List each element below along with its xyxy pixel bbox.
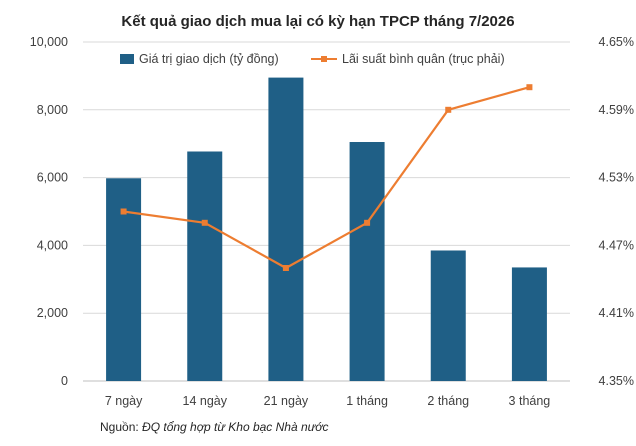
x-tick-label: 3 tháng (509, 394, 551, 408)
y-left-tick-label: 0 (61, 374, 68, 388)
line-point (526, 84, 533, 91)
legend-line-marker (321, 56, 327, 62)
legend-line-label: Lãi suất bình quân (trục phải) (342, 52, 505, 66)
source-note: Nguồn: ĐQ tổng hợp từ Kho bạc Nhà nước (100, 420, 329, 434)
bar-series (106, 77, 547, 381)
chart-title: Kết quả giao dịch mua lại có kỳ hạn TPCP… (121, 13, 514, 30)
x-tick-label: 14 ngày (183, 394, 228, 408)
bar (349, 142, 385, 381)
right-axis: 4.35% 4.41% 4.47% 4.53% 4.59% 4.65% (599, 35, 634, 388)
line-series (120, 84, 533, 271)
y-left-tick-label: 4,000 (37, 238, 68, 252)
legend: Giá trị giao dịch (tỷ đồng) Lãi suất bìn… (120, 52, 505, 66)
y-right-tick-label: 4.41% (599, 306, 634, 320)
source-prefix: Nguồn: (100, 420, 142, 434)
legend-bar-swatch (120, 54, 134, 64)
line-point (445, 106, 452, 113)
line-point (201, 219, 208, 226)
x-tick-label: 2 tháng (427, 394, 469, 408)
left-axis: 0 2,000 4,000 6,000 8,000 10,000 (30, 35, 68, 388)
x-tick-label: 1 tháng (346, 394, 388, 408)
y-left-tick-label: 8,000 (37, 103, 68, 117)
y-right-tick-label: 4.65% (599, 35, 634, 49)
y-right-tick-label: 4.47% (599, 238, 634, 252)
gridlines (83, 41, 570, 382)
y-left-tick-label: 2,000 (37, 306, 68, 320)
x-tick-label: 7 ngày (105, 394, 143, 408)
legend-bar-label: Giá trị giao dịch (tỷ đồng) (139, 52, 279, 66)
series-line (123, 86, 530, 270)
line-point (120, 208, 127, 215)
y-right-tick-label: 4.59% (599, 103, 634, 117)
y-left-tick-label: 6,000 (37, 171, 68, 185)
source-text: ĐQ tổng hợp từ Kho bạc Nhà nước (142, 420, 328, 434)
x-axis: 7 ngày 14 ngày 21 ngày 1 tháng 2 tháng 3 thán… (105, 394, 550, 408)
line-point (282, 265, 289, 271)
bar (187, 151, 223, 381)
y-right-tick-label: 4.35% (599, 374, 634, 388)
bar (268, 77, 304, 381)
bar (511, 267, 547, 381)
line-point (364, 219, 371, 226)
bar (430, 250, 466, 381)
y-right-tick-label: 4.53% (599, 171, 634, 185)
x-tick-label: 21 ngày (264, 394, 309, 408)
y-left-tick-label: 10,000 (30, 35, 68, 49)
